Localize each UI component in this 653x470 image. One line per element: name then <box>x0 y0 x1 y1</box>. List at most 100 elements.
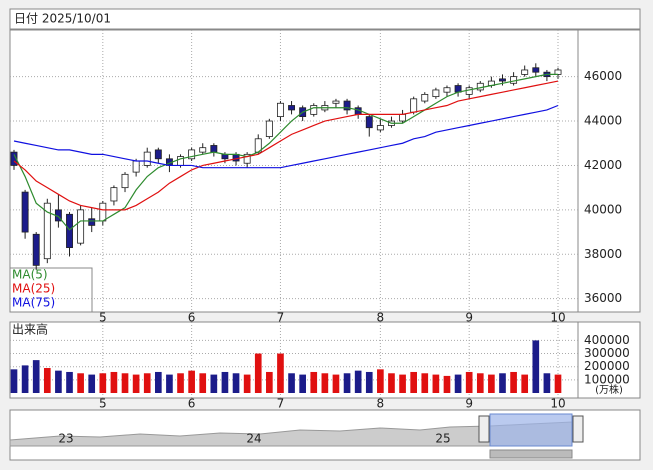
ma-line <box>13 104 559 169</box>
candle-body <box>410 98 418 113</box>
navigator-label: 24 <box>246 432 261 446</box>
y-tick-label: 400000 <box>584 333 630 347</box>
candle-body <box>132 160 140 173</box>
volume-bar <box>521 374 529 393</box>
candle-body <box>10 151 18 166</box>
candle-body <box>443 87 451 93</box>
y-tick-label: 40000 <box>584 202 622 216</box>
volume-bar <box>32 360 40 393</box>
candle-body <box>276 102 284 117</box>
volume-bar <box>543 373 551 393</box>
volume-bar <box>132 374 140 393</box>
volume-bar <box>166 374 173 393</box>
volume-bar <box>499 373 506 393</box>
volume-bar <box>443 375 451 393</box>
ma-line <box>13 73 558 231</box>
volume-bar <box>343 373 351 393</box>
volume-bar <box>21 365 29 393</box>
y-tick-label: 42000 <box>584 158 622 172</box>
candle-body <box>21 191 29 233</box>
candle-body <box>99 202 107 222</box>
volume-bar <box>110 371 118 393</box>
volume-bar <box>532 340 540 393</box>
legend-label: MA(25) <box>12 282 55 296</box>
candle-body <box>343 100 351 111</box>
candle-body <box>121 173 129 189</box>
x-tick-label: 9 <box>465 311 473 325</box>
volume-bar <box>277 353 284 393</box>
volume-bar <box>88 374 96 393</box>
volume-bar <box>377 369 384 393</box>
navigator-selection[interactable] <box>489 413 573 447</box>
navigator-handle-right[interactable] <box>572 415 584 443</box>
y-tick-label: 38000 <box>584 247 622 261</box>
volume-bar <box>321 373 329 393</box>
ma-line <box>13 80 559 211</box>
header-date: 日付 2025/10/01 <box>14 12 111 26</box>
x-tick-label: 10 <box>550 397 565 411</box>
volume-bar <box>399 374 406 393</box>
candle-body <box>221 153 229 160</box>
x-tick-label: 7 <box>277 311 285 325</box>
volume-bar <box>476 373 484 393</box>
navigator-handle-left[interactable] <box>478 415 490 443</box>
candle-body <box>399 113 407 122</box>
volume-bar <box>266 371 273 393</box>
candle-body <box>265 120 273 137</box>
volume-bar <box>365 371 373 393</box>
y-tick-label: 300000 <box>584 346 630 360</box>
candle-body <box>110 187 118 202</box>
volume-bar <box>121 373 129 393</box>
legend-label: MA(75) <box>12 296 55 310</box>
candle-body <box>310 105 318 115</box>
candle-body <box>143 151 151 166</box>
volume-bar <box>465 371 473 393</box>
x-tick-label: 9 <box>465 397 473 411</box>
volume-bar <box>77 373 84 393</box>
x-tick-label: 5 <box>99 397 107 411</box>
header-bar <box>9 8 641 30</box>
volume-title: 出来高 <box>12 322 48 337</box>
volume-bar <box>66 371 73 393</box>
volume-bar <box>199 373 207 393</box>
candle-body <box>432 89 440 98</box>
candle-body <box>66 213 73 249</box>
candle-body <box>554 69 562 75</box>
candle-body <box>88 218 96 226</box>
volume-bar <box>221 371 229 393</box>
y-tick-label: 36000 <box>584 291 622 305</box>
candle-body <box>77 209 85 244</box>
candle-body <box>188 149 196 160</box>
volume-bar <box>254 353 262 393</box>
x-tick-label: 8 <box>377 397 385 411</box>
candle-body <box>288 105 296 111</box>
volume-bar <box>454 374 462 393</box>
candle-body <box>332 100 340 104</box>
x-tick-label: 6 <box>188 311 196 325</box>
volume-bar <box>154 371 162 393</box>
candle-body <box>199 147 207 153</box>
volume-bar <box>55 370 62 393</box>
volume-bar <box>210 374 218 393</box>
candle-body <box>43 202 51 260</box>
y-tick-label: 200000 <box>584 359 630 373</box>
volume-bar <box>43 368 51 393</box>
candle-body <box>210 145 218 153</box>
x-tick-label: 5 <box>99 311 107 325</box>
volume-bar <box>188 370 195 393</box>
navigator-label: 23 <box>58 432 73 446</box>
scrollbar[interactable] <box>489 449 573 459</box>
volume-bar <box>421 373 429 393</box>
candle-body <box>499 78 506 82</box>
legend-box <box>9 267 93 313</box>
volume-bar <box>510 371 517 393</box>
y-tick-label: 100000 <box>584 372 630 386</box>
x-tick-label: 6 <box>188 397 196 411</box>
candle-body <box>32 233 40 266</box>
volume-bar <box>388 373 395 393</box>
volume-bar <box>243 374 251 393</box>
candle-body <box>510 76 518 84</box>
x-tick-label: 10 <box>550 311 565 325</box>
y-tick-label: 46000 <box>584 69 622 83</box>
candle-body <box>521 69 529 75</box>
